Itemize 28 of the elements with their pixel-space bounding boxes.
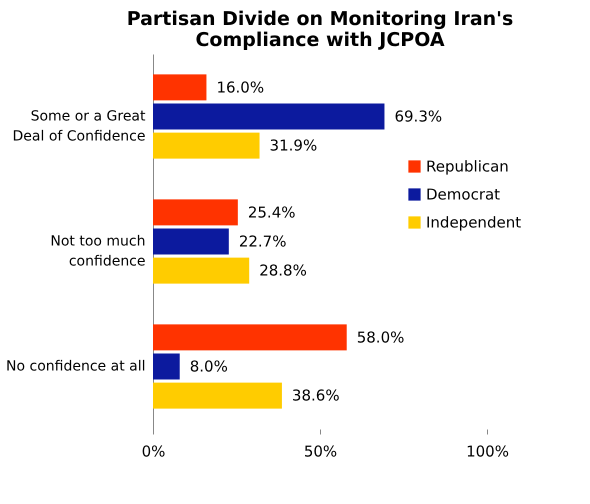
bar — [153, 382, 282, 409]
data-label: 31.9% — [270, 136, 318, 155]
bar — [153, 324, 347, 350]
legend-label: Independent — [426, 214, 522, 232]
legend-label: Republican — [426, 158, 509, 176]
bar — [153, 104, 384, 130]
x-tick-label: 50% — [304, 442, 338, 460]
bar — [153, 132, 260, 159]
y-tick-label: Some or a Great Deal of Confidence — [12, 108, 146, 144]
data-label: 16.0% — [216, 78, 264, 96]
bar — [153, 258, 250, 284]
bar — [153, 228, 229, 254]
data-label: 22.7% — [238, 232, 286, 250]
data-label: 69.3% — [394, 108, 442, 126]
data-label: 28.8% — [259, 262, 307, 280]
bar — [153, 199, 238, 226]
x-tick-label: 0% — [142, 442, 166, 460]
chart-title: Partisan Divide on Monitoring Iran's Compliance with JCPOA — [126, 8, 514, 51]
x-tick-label: 100% — [466, 442, 509, 460]
data-label: 58.0% — [356, 328, 404, 346]
y-tick-label: No confidence at all — [6, 358, 146, 374]
bar — [153, 74, 206, 100]
legend-label: Democrat — [426, 186, 500, 204]
data-label: 25.4% — [248, 203, 296, 222]
y-tick-label: Not too much confidence — [50, 234, 146, 270]
data-label: 8.0% — [190, 358, 228, 376]
data-label: 38.6% — [292, 386, 340, 405]
bar — [153, 354, 180, 380]
